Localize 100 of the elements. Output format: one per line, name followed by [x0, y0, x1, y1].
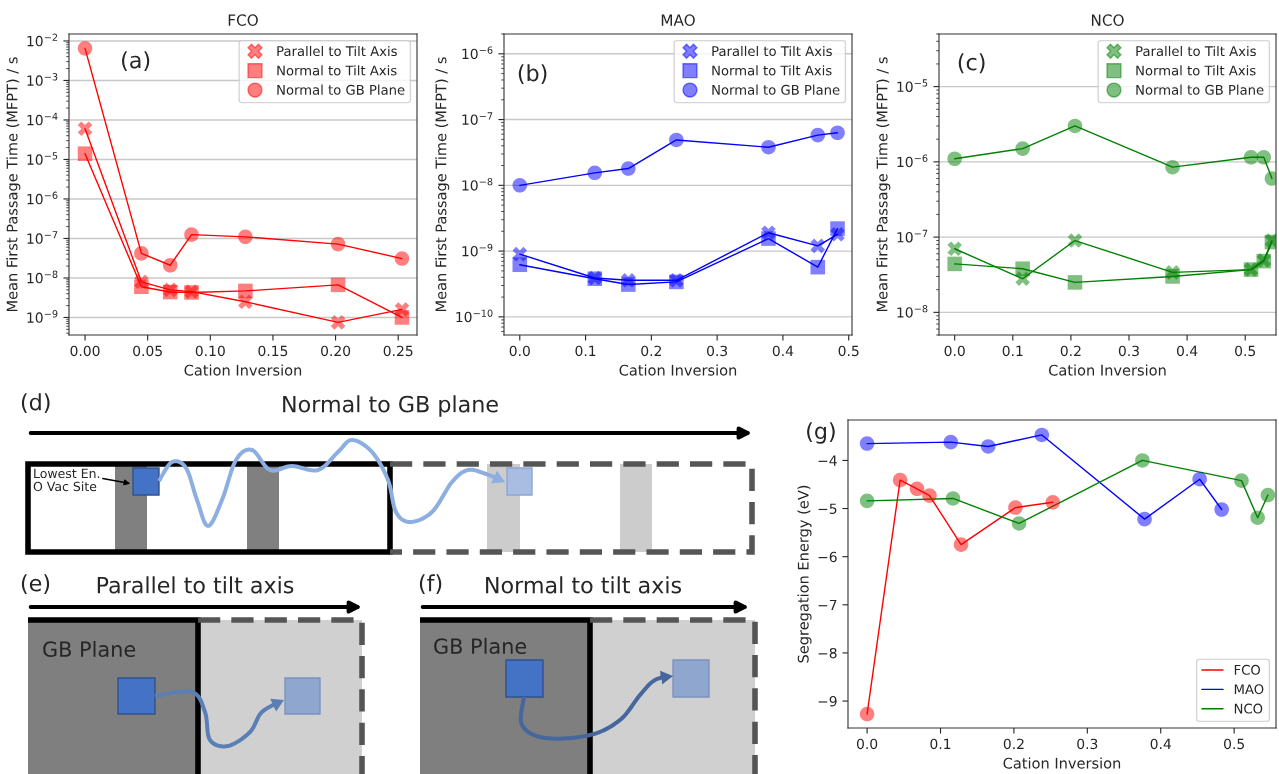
point — [1135, 453, 1150, 468]
point — [945, 491, 961, 506]
legend-label: Normal to GB Plane — [1136, 84, 1264, 95]
x-tick-label: 0.3 — [1077, 738, 1098, 750]
y-tick-label: 10$^{−8}$ — [27, 270, 58, 284]
x-tick-label: 0.0 — [509, 345, 530, 357]
point — [134, 279, 149, 295]
x-tick-label: 0.25 — [383, 345, 413, 357]
annotation: (b) — [518, 64, 547, 84]
point — [238, 229, 253, 245]
point — [77, 146, 93, 161]
legend-label: Normal to GB Plane — [277, 84, 405, 95]
y-tick-label: 10$^{−7}$ — [27, 231, 58, 244]
point — [1192, 471, 1207, 487]
x-tick-label: 0.4 — [772, 345, 794, 357]
x-tick-label: 0.00 — [70, 345, 100, 357]
point — [1214, 502, 1229, 517]
legend-label: Normal to GB Plane — [712, 84, 840, 95]
text: GB Plane — [43, 640, 136, 658]
point — [1011, 516, 1027, 531]
point — [1067, 233, 1083, 248]
y-tick-label: 10$^{−4}$ — [27, 112, 58, 126]
text: GB Plane — [434, 637, 527, 655]
legend-label: Parallel to Tilt Axis — [1136, 45, 1256, 57]
point — [859, 493, 875, 509]
y-tick-label: 10$^{−7}$ — [462, 112, 493, 125]
point — [621, 277, 636, 292]
x-tick-label: 0.0 — [856, 738, 878, 750]
point — [77, 41, 93, 56]
x-tick-label: 0.3 — [1118, 345, 1139, 357]
point — [810, 238, 826, 254]
point — [1045, 495, 1061, 510]
point — [1260, 487, 1276, 503]
x-tick-label: 0.1 — [1002, 345, 1023, 357]
point — [909, 481, 925, 497]
x-tick-label: 0.20 — [321, 345, 351, 357]
point — [943, 434, 959, 450]
point — [859, 706, 875, 722]
text: (g) — [807, 422, 835, 444]
y-tick-label: 10$^{−2}$ — [27, 33, 58, 47]
point — [1015, 141, 1030, 156]
y-axis-title: Mean First Passage Time (MFPT) / s — [876, 57, 891, 312]
point — [394, 251, 410, 266]
chart-title: FCO — [228, 14, 258, 26]
y-tick-label: −6 — [818, 551, 837, 563]
y-tick-label: 10$^{−6}$ — [897, 154, 928, 168]
legend-label: Parallel to Tilt Axis — [277, 45, 397, 57]
x-tick-label: 0.4 — [1176, 345, 1198, 357]
x-tick-label: 0.5 — [1224, 738, 1244, 750]
point — [947, 256, 962, 272]
point — [1234, 473, 1249, 488]
y-tick-label: 10$^{−7}$ — [897, 229, 928, 243]
legend-label: Normal to Tilt Axis — [712, 65, 832, 76]
y-tick-label: 10$^{−10}$ — [456, 309, 493, 323]
point — [1165, 269, 1180, 284]
x-axis-title: Cation Inversion — [184, 364, 302, 376]
point — [134, 246, 149, 261]
point — [587, 165, 603, 181]
x-tick-label: 0.05 — [133, 345, 162, 357]
point — [1034, 427, 1050, 443]
legend-label: MAO — [1234, 684, 1264, 695]
point — [184, 227, 199, 242]
point — [830, 125, 845, 141]
y-axis-title: Mean First Passage Time (MFPT) / s — [435, 57, 450, 312]
point — [953, 537, 969, 552]
point — [947, 151, 962, 167]
point — [1256, 150, 1272, 165]
y-tick-label: 10$^{−9}$ — [27, 310, 58, 323]
point — [621, 161, 636, 176]
y-tick-label: −8 — [818, 647, 837, 659]
y-tick-label: 10$^{−6}$ — [462, 46, 493, 60]
point — [947, 241, 962, 257]
point — [859, 436, 875, 451]
legend-label: NCO — [1234, 703, 1263, 714]
point — [810, 127, 826, 143]
annotation: (a) — [122, 51, 150, 72]
text: (e) — [21, 574, 50, 595]
point — [892, 472, 908, 488]
x-tick-label: 0.1 — [930, 738, 951, 750]
annotation: (c) — [958, 53, 985, 74]
y-tick-label: 10$^{−5}$ — [897, 79, 928, 92]
text: (d) — [21, 393, 50, 414]
point — [394, 310, 410, 325]
x-tick-label: 0.5 — [838, 345, 859, 357]
legend-label: Parallel to Tilt Axis — [712, 45, 832, 57]
x-tick-label: 0.3 — [707, 345, 728, 357]
chart-title: MAO — [661, 14, 695, 26]
y-tick-label: −7 — [818, 599, 837, 611]
y-tick-label: 10$^{−3}$ — [27, 73, 58, 86]
point — [1067, 275, 1083, 290]
text: (f) — [419, 574, 442, 595]
text: Lowest En. O Vac Site — [33, 468, 100, 492]
point — [512, 178, 528, 193]
y-axis-title: Segregation Energy (eV) — [797, 485, 812, 663]
x-tick-label: 0.2 — [641, 345, 662, 357]
point — [1008, 500, 1023, 515]
legend-label: FCO — [1234, 664, 1261, 675]
text: Parallel to tilt axis — [97, 576, 294, 594]
point — [980, 439, 996, 454]
point — [810, 259, 826, 275]
